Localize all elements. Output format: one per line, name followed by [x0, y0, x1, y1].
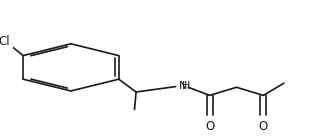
Text: O: O [259, 120, 268, 133]
Text: Cl: Cl [0, 35, 10, 48]
Text: H: H [182, 81, 190, 91]
Text: N: N [179, 81, 187, 91]
Text: O: O [205, 120, 214, 133]
